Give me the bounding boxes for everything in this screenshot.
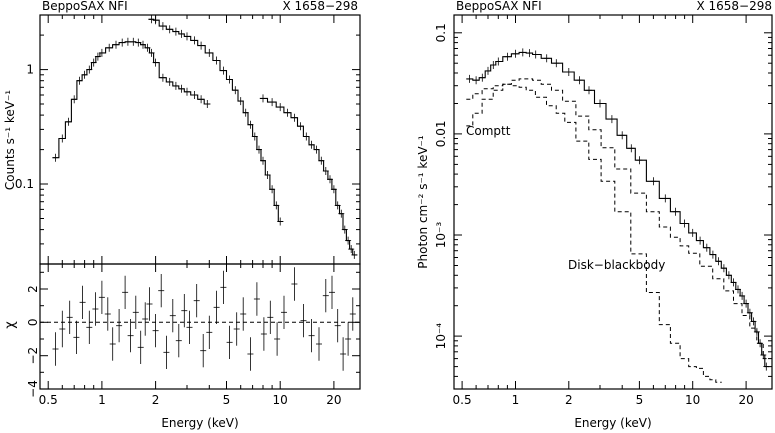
right-axes: 0.5 1 2 5 10 20 0.1 0.01 10⁻³ 10⁻⁴ xyxy=(434,15,772,407)
right-series-total xyxy=(466,51,770,368)
right-ylabel: Photon cm⁻² s⁻¹ keV⁻¹ xyxy=(416,135,430,269)
right-y-tick-label: 10⁻³ xyxy=(434,222,448,249)
left-header-source: X 1658−298 xyxy=(282,0,358,13)
left-bottom-axes: 0.5 1 2 5 10 20 −4 −2 0 2 xyxy=(26,264,360,407)
left-top-y-tick-label: 0.1 xyxy=(15,177,34,191)
right-header-source: X 1658−298 xyxy=(696,0,772,13)
left-top-y-tick-label: 1 xyxy=(26,63,34,77)
left-top-series-high-energy xyxy=(259,97,358,256)
right-header-title: BeppoSAX NFI xyxy=(456,0,542,13)
left-bottom-x-tick-label: 0.5 xyxy=(39,393,58,407)
left-bottom-y-tick-label: 0 xyxy=(26,318,40,326)
annotation-disk-blackbody: Disk−blackbody xyxy=(568,258,665,272)
right-data xyxy=(466,48,770,383)
right-x-tick-label: 0.5 xyxy=(453,393,472,407)
left-top-series-medium-energy xyxy=(148,18,284,223)
right-x-tick-label: 2 xyxy=(565,393,573,407)
left-bottom-x-tick-label: 10 xyxy=(273,393,288,407)
left-header-title: BeppoSAX NFI xyxy=(42,0,128,13)
left-bottom-y-tick-label: 2 xyxy=(26,285,40,293)
left-bottom-y-tick-label: −4 xyxy=(26,380,40,398)
left-top-axes: 0.11 xyxy=(15,14,360,264)
right-plot-frame xyxy=(453,14,773,390)
left-bottom-x-tick-label: 20 xyxy=(326,393,341,407)
right-y-tick-label: 0.1 xyxy=(434,23,448,42)
right-x-tick-label: 1 xyxy=(512,393,520,407)
left-xlabel: Energy (keV) xyxy=(161,416,238,430)
left-top-plot-frame xyxy=(39,14,361,265)
right-y-tick-label: 10⁻⁴ xyxy=(434,323,448,350)
left-top-data xyxy=(52,15,358,259)
left-top-series-low-energy xyxy=(52,41,211,159)
left-bottom-ylabel: χ xyxy=(3,321,18,329)
annotation-comptt: Comptt xyxy=(466,124,511,138)
left-bottom-data xyxy=(40,267,360,371)
right-x-tick-label: 5 xyxy=(636,393,644,407)
right-series-disk-blackbody xyxy=(466,83,722,383)
right-xlabel: Energy (keV) xyxy=(574,416,651,430)
right-series-comptt xyxy=(466,78,770,360)
left-bottom-x-tick-label: 2 xyxy=(152,393,160,407)
right-x-tick-label: 20 xyxy=(738,393,753,407)
left-bottom-plot-frame xyxy=(39,263,361,390)
right-y-tick-label: 0.01 xyxy=(434,121,448,148)
left-bottom-x-tick-label: 1 xyxy=(98,393,106,407)
left-panel: BeppoSAX NFI X 1658−298 0.11 Counts s⁻¹ … xyxy=(3,0,361,430)
left-bottom-x-tick-label: 5 xyxy=(223,393,231,407)
right-panel: BeppoSAX NFI X 1658−298 0.5 1 2 5 10 20 0.1 0.0… xyxy=(416,0,773,430)
left-top-ylabel: Counts s⁻¹ keV⁻¹ xyxy=(3,90,17,190)
right-x-tick-label: 10 xyxy=(685,393,700,407)
left-bottom-y-tick-label: −2 xyxy=(26,347,40,365)
